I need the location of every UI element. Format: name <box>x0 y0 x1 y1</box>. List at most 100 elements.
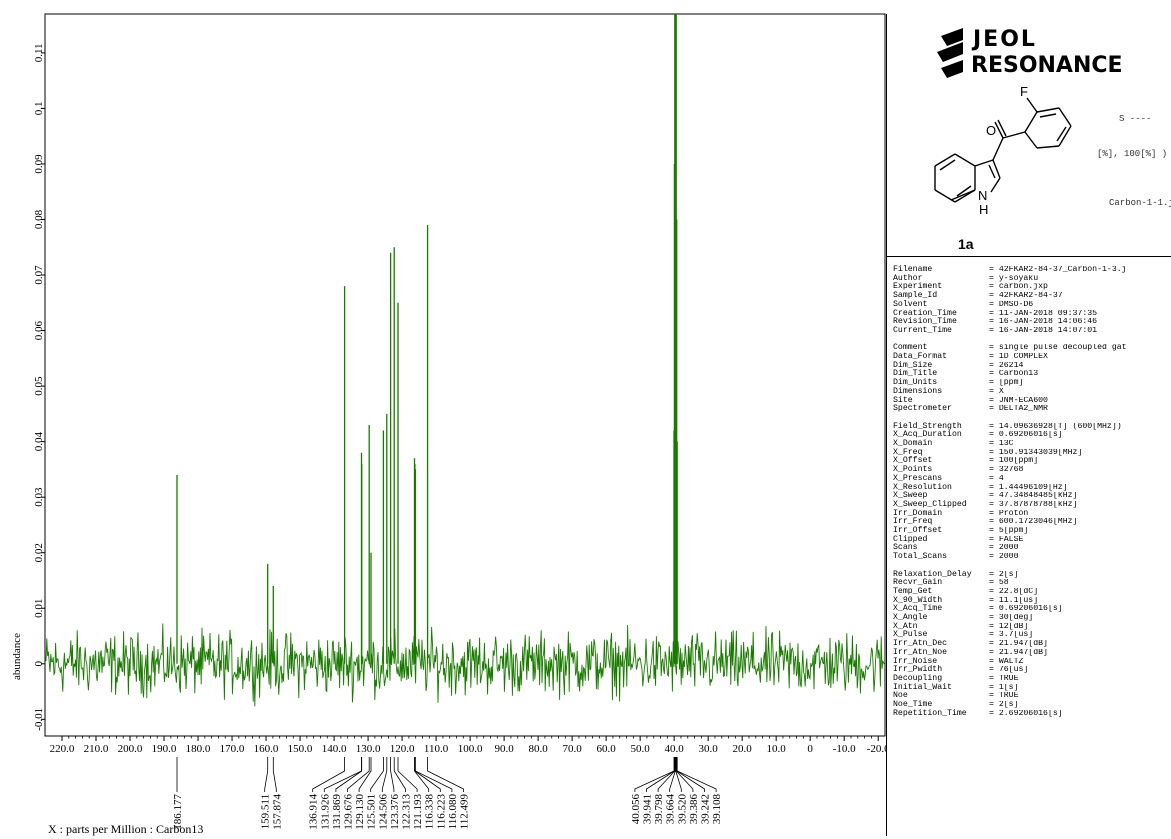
param-key: Noe <box>893 691 908 701</box>
param-row: Irr_Noise = WALTZ <box>893 657 1171 667</box>
x-tick-label: 20.0 <box>733 743 753 755</box>
param-value: = 1[s] <box>989 683 1019 692</box>
param-value: = 21.947[dB] <box>989 640 1048 649</box>
param-key: Revision_Time <box>893 317 957 327</box>
param-row: Scans = 2000 <box>893 544 1171 553</box>
x-tick-label: -20.0 <box>867 743 886 755</box>
param-row: Current_Time = 16-JAN-2018 14:07:01 <box>893 326 1171 336</box>
param-row: Dim_Size = 26214 <box>893 361 1171 371</box>
param-value: = 2000 <box>989 553 1019 562</box>
param-row: X_Freq = 150.91343039[MHz] <box>893 448 1171 458</box>
param-row: Noe = TRUE <box>893 692 1171 701</box>
param-value: = 0.69206016[s] <box>989 605 1063 614</box>
param-key: X_Angle <box>893 613 928 623</box>
peak-pick-leader <box>358 757 372 792</box>
peak-pick-label: 39.242 <box>700 794 712 824</box>
param-row: X_Sweep_Clipped = 37.87878788[kHz] <box>893 499 1171 510</box>
param-row: Irr_Atn_Dec = 21.947[dB] <box>893 639 1171 649</box>
atom-nitrogen: N <box>978 188 987 203</box>
param-value: = 26214 <box>989 361 1024 370</box>
info-panel: S ---- [%], 100[%] ) Carbon-1-1.jdf JEOL… <box>886 14 1171 836</box>
param-key: Site <box>893 395 913 405</box>
param-row: Temp_Get = 22.8[dC] <box>893 586 1171 597</box>
peak-pick-label: 159.511 <box>260 794 272 829</box>
peak-pick-leader <box>657 757 676 792</box>
peak-pick-label: 39.941 <box>642 794 654 824</box>
param-key: X_Acq_Duration <box>893 430 962 440</box>
param-value: = Carbon13 <box>989 370 1039 379</box>
logo-line2: RESONANCE <box>971 53 1123 78</box>
param-value: = X <box>989 387 1004 396</box>
param-value: = 600.1723046[MHz] <box>989 518 1078 527</box>
param-value: = 0.69206016[s] <box>989 431 1063 440</box>
param-value: = 5[ppm] <box>989 527 1029 536</box>
param-row: X_Atn = 12[dB] <box>893 622 1171 632</box>
header-box: S ---- [%], 100[%] ) Carbon-1-1.jdf JEOL… <box>887 14 1171 257</box>
param-key: Irr_Atn_Noe <box>893 647 948 657</box>
y-tick-label: 0.08 <box>33 209 45 229</box>
y-tick-label: 0.03 <box>33 487 45 507</box>
param-key: Total_Scans <box>893 552 948 562</box>
peak-pick-leader <box>264 757 269 792</box>
peak-pick-label: 131.869 <box>331 794 343 830</box>
x-tick-label: 100.0 <box>458 743 483 755</box>
compound-label: 1a <box>958 236 974 252</box>
peak-pick-label: 136.914 <box>308 794 320 830</box>
param-row: X_90_Width = 11.1[us] <box>893 595 1171 606</box>
param-value: = 42FKAR2-84-37_Carbon-1-3.j <box>989 266 1127 274</box>
param-row: Relaxation_Delay = 2[s] <box>893 570 1171 580</box>
param-value: = DELTA2_NMR <box>989 405 1048 414</box>
x-tick-label: 10.0 <box>767 743 787 755</box>
param-value: = 42FKAR2-84-37 <box>989 292 1063 301</box>
peak-pick-label: 116.223 <box>435 794 447 830</box>
param-key: Irr_Domain <box>893 508 943 518</box>
param-key: Sample_Id <box>893 291 938 301</box>
peak-pick-label: 39.664 <box>665 794 677 825</box>
y-tick-label: 0.06 <box>33 320 45 340</box>
peak-pick-leader <box>675 757 694 792</box>
param-row: Total_Scans = 2000 <box>893 552 1171 562</box>
param-row: Site = JNM-ECA600 <box>893 395 1171 406</box>
param-row: X_Resolution = 1.44496109[Hz] <box>893 483 1171 493</box>
param-row: Repetition_Time = 2.69206016[s] <box>893 709 1171 719</box>
param-value: = TRUE <box>989 675 1019 683</box>
peak-pick-label: 39.520 <box>676 794 688 825</box>
param-key: Temp_Get <box>893 586 933 596</box>
param-value: = 2[s] <box>989 701 1019 710</box>
param-value: = [ppm] <box>989 379 1024 388</box>
jeol-logo-icon <box>937 28 963 78</box>
peak-pick-label: 121.193 <box>412 794 424 830</box>
param-value: = 1.44496109[Hz] <box>989 483 1068 492</box>
param-key: Decoupling <box>893 674 943 683</box>
param-value: = 4 <box>989 474 1004 483</box>
param-row: Irr_Freq = 600.1723046[MHz] <box>893 518 1171 527</box>
peak-pick-leader <box>393 757 406 792</box>
peak-pick-leader <box>634 757 675 792</box>
y-tick-label: 0.09 <box>33 154 45 174</box>
param-key: Comment <box>893 343 928 353</box>
param-value: = 14.09636928[T] (600[MHz]) <box>989 422 1122 431</box>
param-row: Irr_Atn_Noe = 21.947[dB] <box>893 647 1171 658</box>
y-tick-label: 0.02 <box>33 543 45 562</box>
x-tick-label: 210.0 <box>84 743 109 755</box>
param-key: X_Sweep <box>893 491 928 501</box>
peak-pick-label: 112.499 <box>459 794 471 830</box>
param-value: = Proton <box>989 509 1029 518</box>
param-row: Dimensions = X <box>893 386 1171 397</box>
param-key: X_90_Width <box>893 595 943 605</box>
param-key: X_Domain <box>893 439 933 449</box>
peak-pick-leader <box>335 757 363 792</box>
peak-pick-leader <box>676 757 717 792</box>
param-value: = 11.1[us] <box>989 596 1039 605</box>
param-key: Dim_Title <box>893 369 938 379</box>
param-key: X_Sweep_Clipped <box>893 499 967 509</box>
param-value: = 100[ppm] <box>989 457 1039 466</box>
param-key: Irr_Offset <box>893 526 943 536</box>
y-tick-label: 0 <box>33 661 45 667</box>
param-key: Dimensions <box>893 386 943 396</box>
y-tick-label: -0.01 <box>33 708 45 731</box>
param-value: = 47.34848485[kHz] <box>989 492 1078 501</box>
param-row: Irr_Domain = Proton <box>893 508 1171 519</box>
param-key: Initial_Wait <box>893 682 952 692</box>
param-value: = 30[deg] <box>989 614 1034 623</box>
